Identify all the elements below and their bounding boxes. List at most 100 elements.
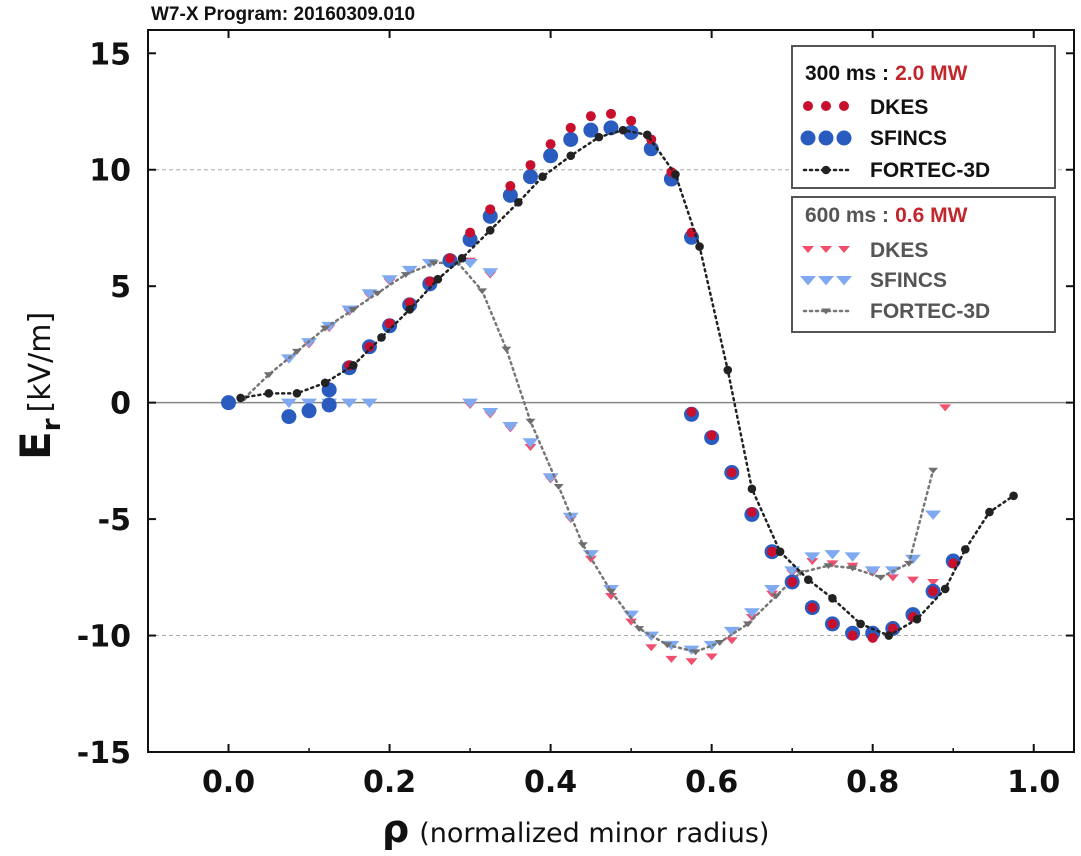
legend-symbol	[839, 101, 849, 111]
x-tick-label: 0.4	[524, 765, 577, 800]
data-point-dkes-600ms	[886, 574, 899, 582]
series-line-fortec-3d-600ms	[243, 261, 935, 654]
legend-symbol	[821, 165, 831, 175]
data-point-fortec-3d-300ms	[264, 389, 274, 398]
data-point-dkes-600ms	[665, 655, 678, 663]
data-point-fortec-3d-300ms	[671, 170, 680, 179]
data-point-sfincs-300ms	[563, 131, 579, 147]
data-point-fortec-3d-600ms	[690, 649, 701, 656]
legend-600ms-fortec-marker	[802, 308, 850, 315]
y-axis-symbol: E	[11, 431, 60, 460]
data-point-sfincs-600ms	[904, 554, 921, 565]
data-point-sfincs-600ms	[482, 408, 499, 418]
data-point-fortec-3d-600ms	[847, 565, 858, 572]
x-tick-label: 0.0	[202, 765, 255, 800]
data-point-dkes-300ms	[847, 630, 858, 641]
data-point-sfincs-600ms	[723, 626, 740, 637]
data-point-sfincs-300ms	[603, 120, 619, 136]
data-point-sfincs-600ms	[864, 566, 881, 576]
legend-600ms-dkes-marker	[802, 246, 850, 254]
data-point-fortec-3d-600ms	[577, 542, 588, 549]
legend-300ms: 300 ms : 2.0 MW DKES SFINCS FORTEC-3D	[791, 45, 1056, 189]
data-point-fortec-3d-600ms	[795, 570, 806, 577]
data-point-dkes-600ms	[927, 579, 940, 587]
data-point-fortec-3d-600ms	[400, 272, 411, 278]
data-point-dkes-300ms	[867, 632, 878, 643]
data-point-sfincs-300ms	[502, 187, 518, 203]
data-point-sfincs-600ms	[562, 512, 579, 523]
legend-box-300ms	[791, 45, 1056, 189]
data-point-sfincs-600ms	[784, 566, 801, 576]
x-axis-symbol: ρ	[382, 807, 409, 851]
data-point-fortec-3d-600ms	[742, 621, 753, 628]
legend-symbol	[800, 130, 816, 146]
data-point-sfincs-300ms	[623, 124, 639, 140]
data-point-fortec-3d-300ms	[405, 305, 414, 314]
legend-symbol	[821, 101, 831, 111]
data-point-dkes-300ms	[706, 430, 717, 441]
data-point-dkes-600ms	[725, 637, 738, 645]
legend-300ms-fortec-marker	[802, 165, 850, 175]
series-line-fortec-3d-300ms	[239, 128, 1015, 637]
legend-600ms-header: 600 ms : 0.6 MW	[805, 204, 968, 227]
legend-symbol	[836, 276, 852, 286]
legend-600ms-power: 0.6 MW	[895, 204, 968, 227]
data-point-sfincs-300ms	[221, 395, 237, 411]
data-point-fortec-3d-600ms	[606, 588, 616, 595]
data-point-dkes-300ms	[827, 618, 838, 629]
plot-frame	[147, 29, 1075, 753]
data-point-sfincs-600ms	[462, 258, 479, 269]
legend-600ms-sfincs-marker	[800, 276, 852, 286]
legend-300ms-dkes-marker	[803, 101, 849, 111]
legend-600ms-time: 600 ms :	[805, 204, 889, 227]
data-point-dkes-300ms	[585, 111, 596, 122]
data-point-fortec-3d-600ms	[263, 372, 274, 379]
data-point-fortec-3d-300ms	[747, 484, 757, 494]
data-point-fortec-3d-600ms	[320, 325, 331, 332]
data-point-fortec-3d-300ms	[433, 274, 443, 284]
data-point-fortec-3d-300ms	[856, 619, 865, 629]
data-point-dkes-300ms	[726, 467, 737, 478]
data-point-dkes-300ms	[545, 139, 556, 150]
data-point-sfincs-300ms	[522, 169, 538, 185]
data-point-fortec-3d-300ms	[940, 584, 950, 594]
data-point-sfincs-600ms	[341, 398, 358, 409]
data-point-sfincs-300ms	[281, 409, 297, 425]
legend-symbol	[800, 276, 816, 286]
data-point-dkes-300ms	[767, 546, 778, 557]
data-point-sfincs-600ms	[280, 398, 297, 409]
data-point-fortec-3d-600ms	[477, 288, 488, 295]
data-point-dkes-300ms	[928, 586, 939, 597]
data-point-fortec-3d-600ms	[291, 348, 302, 355]
legend-300ms-power: 2.0 MW	[895, 62, 968, 85]
data-point-fortec-3d-300ms	[828, 593, 837, 603]
data-point-dkes-300ms	[807, 602, 818, 613]
y-tick-label: 10	[89, 154, 131, 189]
data-point-fortec-3d-300ms	[642, 130, 652, 140]
data-point-dkes-300ms	[505, 181, 516, 192]
axis-ticks: 0.0 0.2 0.4 0.6 0.8 1.0 15 10 5 0 -5 -10 -15	[77, 30, 1074, 800]
x-tick-label: 0.8	[846, 765, 899, 800]
data-point-fortec-3d-600ms	[875, 574, 886, 581]
legend-symbol	[803, 101, 813, 111]
y-tick-label: -5	[98, 503, 131, 538]
data-point-fortec-3d-300ms	[775, 547, 785, 557]
legend-300ms-dkes-label: DKES	[870, 96, 928, 119]
data-point-fortec-3d-300ms	[618, 125, 628, 135]
data-point-fortec-3d-300ms	[912, 614, 922, 624]
data-point-fortec-3d-300ms	[349, 361, 358, 370]
data-point-sfincs-600ms	[804, 552, 821, 562]
data-point-fortec-3d-600ms	[662, 642, 673, 649]
data-point-dkes-300ms	[444, 253, 455, 264]
data-point-fortec-3d-300ms	[566, 151, 576, 161]
data-point-fortec-3d-600ms	[634, 626, 645, 632]
data-point-sfincs-600ms	[743, 608, 760, 618]
data-point-fortec-3d-600ms	[928, 467, 939, 474]
y-tick-label: 0	[110, 387, 131, 422]
data-point-dkes-600ms	[939, 404, 952, 412]
data-point-sfincs-300ms	[583, 122, 599, 138]
data-point-fortec-3d-300ms	[594, 132, 604, 142]
data-point-dkes-300ms	[606, 108, 616, 119]
data-point-fortec-3d-300ms	[377, 333, 386, 342]
x-axis-text: (normalized minor radius)	[419, 818, 769, 849]
